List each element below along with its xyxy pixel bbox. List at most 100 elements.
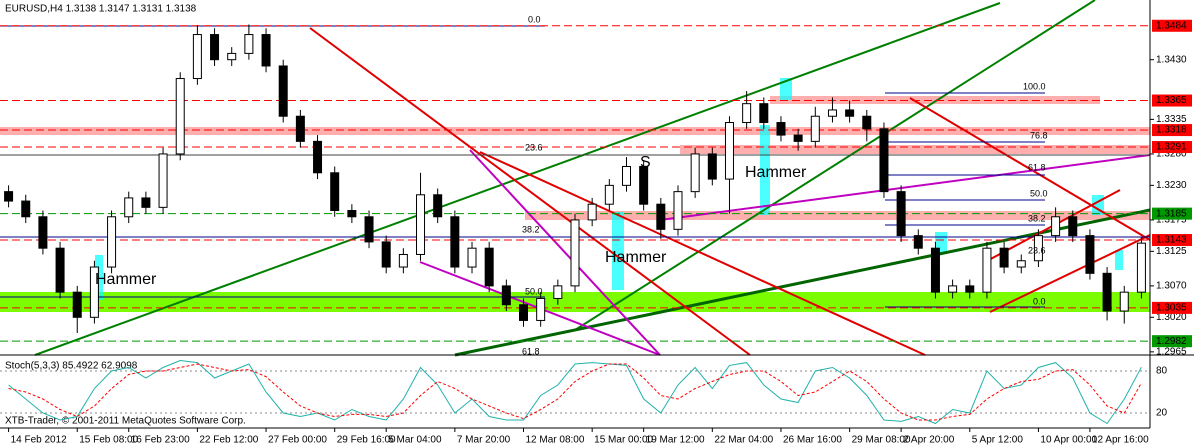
trend-line bbox=[989, 234, 1151, 313]
candle-body bbox=[210, 34, 220, 61]
candle-body bbox=[742, 103, 752, 124]
candle-body bbox=[536, 297, 546, 321]
candle-body bbox=[4, 191, 14, 202]
candle-body bbox=[810, 115, 820, 142]
x-tick-label: 14 Feb 2012 bbox=[11, 435, 68, 446]
level-box bbox=[1152, 207, 1192, 220]
x-tick-label: 2 Apr 20:00 bbox=[903, 435, 955, 446]
level-box bbox=[1152, 94, 1192, 107]
candle-body bbox=[553, 285, 563, 299]
candle-body bbox=[845, 109, 855, 117]
annotation: 0.0 bbox=[528, 14, 541, 24]
candle-body bbox=[501, 285, 511, 306]
stoch-line bbox=[8, 359, 1142, 425]
candle-body bbox=[1068, 216, 1078, 237]
trend-line bbox=[309, 27, 751, 356]
candle-body bbox=[948, 285, 958, 293]
x-tick-label: 22 Feb 12:00 bbox=[199, 435, 258, 446]
y-tick-label: 1.3430 bbox=[1156, 54, 1187, 65]
candle-body bbox=[38, 216, 48, 249]
candle-body bbox=[656, 203, 666, 230]
resistance-zone bbox=[525, 211, 1150, 220]
candle-body bbox=[261, 34, 271, 67]
annotation: Hammer bbox=[745, 164, 807, 181]
level-label: 1.2982 bbox=[1156, 336, 1187, 347]
trend-lines bbox=[0, 0, 1151, 357]
candle-body bbox=[467, 247, 477, 268]
y-tick-label: 1.3020 bbox=[1156, 312, 1187, 323]
annotation: 61.8 bbox=[1028, 162, 1046, 172]
candle-body bbox=[347, 209, 357, 218]
candle-body bbox=[965, 285, 975, 293]
candle-body bbox=[72, 291, 82, 318]
level-box bbox=[1152, 19, 1192, 32]
trend-line bbox=[479, 151, 926, 356]
annotation: 0.0 bbox=[1033, 296, 1046, 306]
indicator-title: Stoch(5,3,3) 85.4922 62.9098 bbox=[5, 361, 138, 372]
resistance-zone bbox=[680, 145, 1150, 154]
annotation: 100.0 bbox=[1023, 81, 1046, 91]
x-tick-label: 15 Mar 00:00 bbox=[594, 435, 653, 446]
candle-body bbox=[158, 153, 168, 208]
candle-body bbox=[107, 216, 117, 268]
candle-body bbox=[621, 166, 631, 186]
x-tick-label: 15 Feb 08:00 bbox=[79, 435, 138, 446]
candle-body bbox=[604, 184, 614, 205]
candle-body bbox=[484, 247, 494, 287]
annotation: S bbox=[640, 154, 651, 171]
candle-body bbox=[724, 122, 734, 180]
candle-body bbox=[827, 109, 837, 117]
candle-body bbox=[175, 78, 185, 155]
level-label: 1.3318 bbox=[1156, 125, 1187, 136]
level-label: 1.3035 bbox=[1156, 303, 1187, 314]
annotation: 50.0 bbox=[525, 286, 543, 296]
candle-body bbox=[450, 216, 460, 268]
candle-body bbox=[930, 247, 940, 293]
candle-body bbox=[416, 194, 426, 255]
candle-body bbox=[21, 200, 31, 218]
annotation: 38.2 bbox=[522, 224, 540, 234]
annotation: 23.6 bbox=[525, 142, 543, 152]
candle-body bbox=[1016, 260, 1026, 268]
x-tick-label: 26 Mar 16:00 bbox=[783, 435, 842, 446]
candle-body bbox=[913, 235, 923, 249]
candle-body bbox=[707, 153, 717, 180]
level-label: 1.3185 bbox=[1156, 208, 1187, 219]
level-box bbox=[1152, 234, 1192, 247]
candle-body bbox=[398, 253, 408, 268]
trend-line bbox=[454, 208, 1151, 357]
candle-body bbox=[244, 34, 254, 54]
candle-body bbox=[278, 65, 288, 117]
trend-line bbox=[909, 97, 1151, 241]
candle-body bbox=[295, 115, 305, 142]
x-tick-label: 5 Mar 04:00 bbox=[388, 435, 442, 446]
candle-body bbox=[381, 241, 391, 268]
candle-body bbox=[759, 103, 769, 124]
level-label: 1.3143 bbox=[1156, 235, 1187, 246]
chart-title: EURUSD,H4 1.3138 1.3147 1.3131 1.3138 bbox=[5, 4, 197, 15]
y-tick-label: 1.3230 bbox=[1156, 180, 1187, 191]
level-label: 1.3484 bbox=[1156, 20, 1187, 31]
candle-body bbox=[89, 266, 99, 318]
highlight bbox=[760, 125, 770, 215]
candle-body bbox=[570, 219, 580, 287]
candle-body bbox=[793, 134, 803, 142]
candle-body bbox=[639, 166, 649, 205]
candle-body bbox=[999, 247, 1009, 268]
annotation: 76.8 bbox=[1030, 130, 1048, 140]
x-tick-label: 7 Mar 20:00 bbox=[457, 435, 511, 446]
x-tick-label: 10 Apr 00:00 bbox=[1040, 435, 1097, 446]
level-box bbox=[1152, 124, 1192, 137]
y-tick-label: 20 bbox=[1156, 408, 1168, 419]
annotation: 38.2 bbox=[1028, 213, 1046, 223]
trend-line bbox=[469, 149, 661, 356]
trend-line bbox=[574, 0, 1096, 331]
annotation: Hammer bbox=[605, 249, 667, 266]
level-box bbox=[1152, 301, 1192, 314]
y-tick-label: 80 bbox=[1156, 366, 1168, 377]
x-tick-label: 29 Mar 08:00 bbox=[852, 435, 911, 446]
highlight bbox=[612, 212, 624, 290]
x-tick-label: 27 Feb 00:00 bbox=[268, 435, 327, 446]
